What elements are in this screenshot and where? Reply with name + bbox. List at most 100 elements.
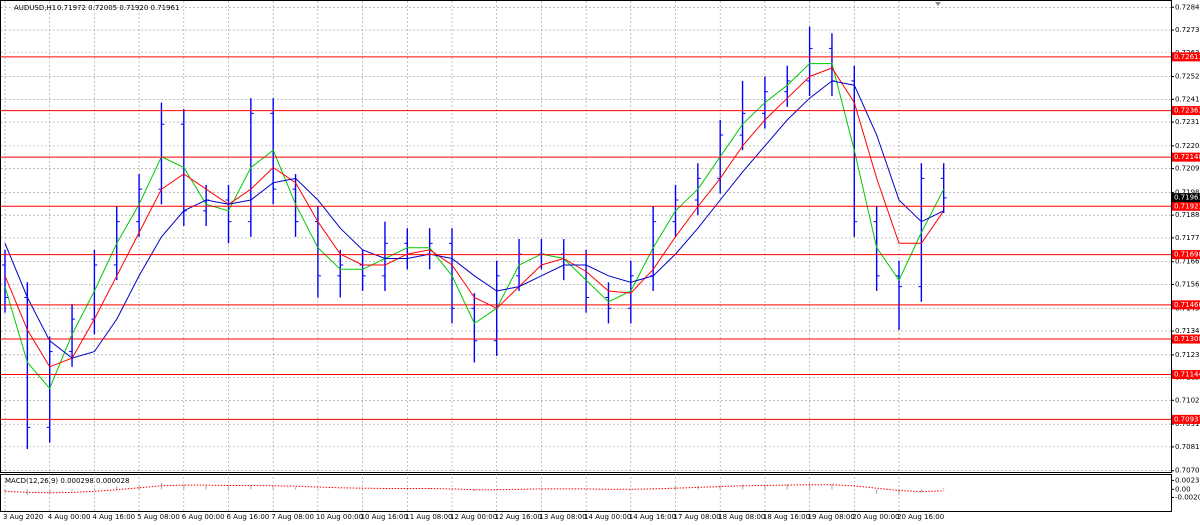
x-tick-label: 12 Aug 16:00	[495, 513, 542, 521]
y-tick-label: 0.71665	[1175, 258, 1200, 266]
histogram-bar	[831, 484, 833, 490]
y-tick-label: 0.70915	[1175, 420, 1200, 428]
histogram-bar	[920, 489, 922, 493]
indicator-title: MACD(12,26,9) 0.000298 0.000028	[5, 477, 129, 485]
x-tick-label: 11 Aug 08:00	[405, 513, 452, 521]
chart-title: AUDUSD,H1	[14, 4, 56, 12]
histogram-bar	[674, 486, 677, 490]
histogram-bar	[93, 488, 95, 490]
x-tick-label: 10 Aug 16:00	[361, 513, 408, 521]
y-tick-label: 0.00231	[1175, 476, 1200, 484]
histogram-bar	[473, 489, 475, 491]
histogram-bar	[540, 488, 542, 490]
ohlc-header: 0.71972 0.72005 0.71920 0.71961	[57, 4, 179, 12]
histogram-bar	[741, 484, 744, 490]
level-label: 0.72148	[1174, 153, 1200, 161]
level-label: 0.72363	[1174, 107, 1200, 115]
x-tick-label: 4 Aug 16:00	[92, 513, 135, 521]
y-tick-label: 0.71775	[1175, 234, 1200, 242]
level-label-bg	[1172, 52, 1200, 62]
histogram-bar	[183, 484, 185, 490]
scroll-marker	[935, 2, 941, 6]
price-panel-frame	[0, 0, 1172, 473]
histogram-bar	[116, 486, 118, 490]
level-label-bg	[1172, 106, 1200, 116]
indicator-line	[4, 80, 944, 359]
level-label-bg	[1172, 250, 1200, 260]
histogram-bar	[876, 489, 878, 494]
histogram-bar	[4, 489, 6, 493]
x-tick-label: 3 Aug 2020	[3, 513, 43, 521]
x-tick-label: 14 Aug 16:00	[629, 513, 676, 521]
x-tick-label: 18 Aug 08:00	[718, 513, 765, 521]
level-label-bg	[1172, 201, 1200, 211]
last-price-label: 0.71961	[1174, 194, 1200, 202]
level-label: 0.71308	[1174, 335, 1200, 343]
level-label: 0.71921	[1174, 202, 1200, 210]
x-tick-label: 19 Aug 08:00	[808, 513, 855, 521]
level-label: 0.71466	[1174, 301, 1200, 309]
level-label: 0.71144	[1174, 371, 1200, 379]
level-label: 0.71698	[1174, 251, 1200, 259]
level-label: 0.70937	[1174, 415, 1200, 423]
level-label-bg	[1172, 300, 1200, 310]
level-label-bg	[1172, 414, 1200, 424]
histogram-bar	[719, 485, 721, 490]
x-tick-label: 4 Aug 00:00	[48, 513, 91, 521]
x-tick-label: 6 Aug 16:00	[227, 513, 270, 521]
histogram-bar	[786, 484, 788, 490]
y-tick-label: 0.71025	[1175, 396, 1200, 404]
histogram-bar	[384, 488, 386, 490]
level-label-bg	[1172, 334, 1200, 344]
x-tick-label: 20 Aug 16:00	[897, 513, 944, 521]
indicator-line	[4, 67, 945, 368]
histogram-bar	[49, 489, 51, 494]
histogram-bar	[943, 488, 945, 490]
x-tick-label: 13 Aug 08:00	[539, 513, 586, 521]
histogram-bar	[429, 488, 431, 490]
y-tick-label: 0.71235	[1175, 351, 1200, 359]
level-label-bg	[1172, 152, 1200, 162]
y-tick-label: 0.71345	[1175, 327, 1200, 335]
histogram-bar	[294, 487, 297, 490]
histogram-bar	[764, 484, 766, 490]
x-tick-label: 7 Aug 08:00	[271, 513, 314, 521]
x-tick-label: 14 Aug 00:00	[584, 513, 631, 521]
y-tick-label: 0.72095	[1175, 165, 1200, 173]
y-tick-label: 0.00	[1175, 485, 1191, 493]
histogram-bar	[317, 488, 319, 490]
level-label: 0.72611	[1174, 53, 1200, 61]
histogram-bar	[809, 483, 811, 490]
x-tick-label: 5 Aug 08:00	[137, 513, 180, 521]
x-tick-label: 10 Aug 00:00	[316, 513, 363, 521]
x-tick-label: 6 Aug 00:00	[182, 513, 225, 521]
level-label-bg	[1172, 370, 1200, 380]
histogram-bar	[138, 484, 140, 490]
histogram-bar	[205, 485, 207, 490]
indicator-line	[4, 484, 944, 494]
histogram-bar	[71, 489, 73, 491]
y-tick-label: 0.72415	[1175, 95, 1200, 103]
histogram-bar	[250, 485, 252, 490]
x-tick-label: 18 Aug 16:00	[763, 513, 810, 521]
histogram-bar	[898, 489, 900, 496]
last-price-bg	[1172, 193, 1200, 203]
x-tick-label: 12 Aug 00:00	[450, 513, 497, 521]
histogram-bar	[272, 485, 274, 490]
x-tick-label: 20 Aug 00:00	[852, 513, 899, 521]
y-tick-label: -0.00209	[1175, 493, 1200, 501]
histogram-bar	[227, 487, 230, 490]
x-tick-label: 17 Aug 08:00	[674, 513, 721, 521]
y-tick-label: 0.70700	[1175, 467, 1200, 475]
y-tick-label: 0.71985	[1175, 188, 1200, 196]
y-tick-label: 0.72735	[1175, 26, 1200, 34]
